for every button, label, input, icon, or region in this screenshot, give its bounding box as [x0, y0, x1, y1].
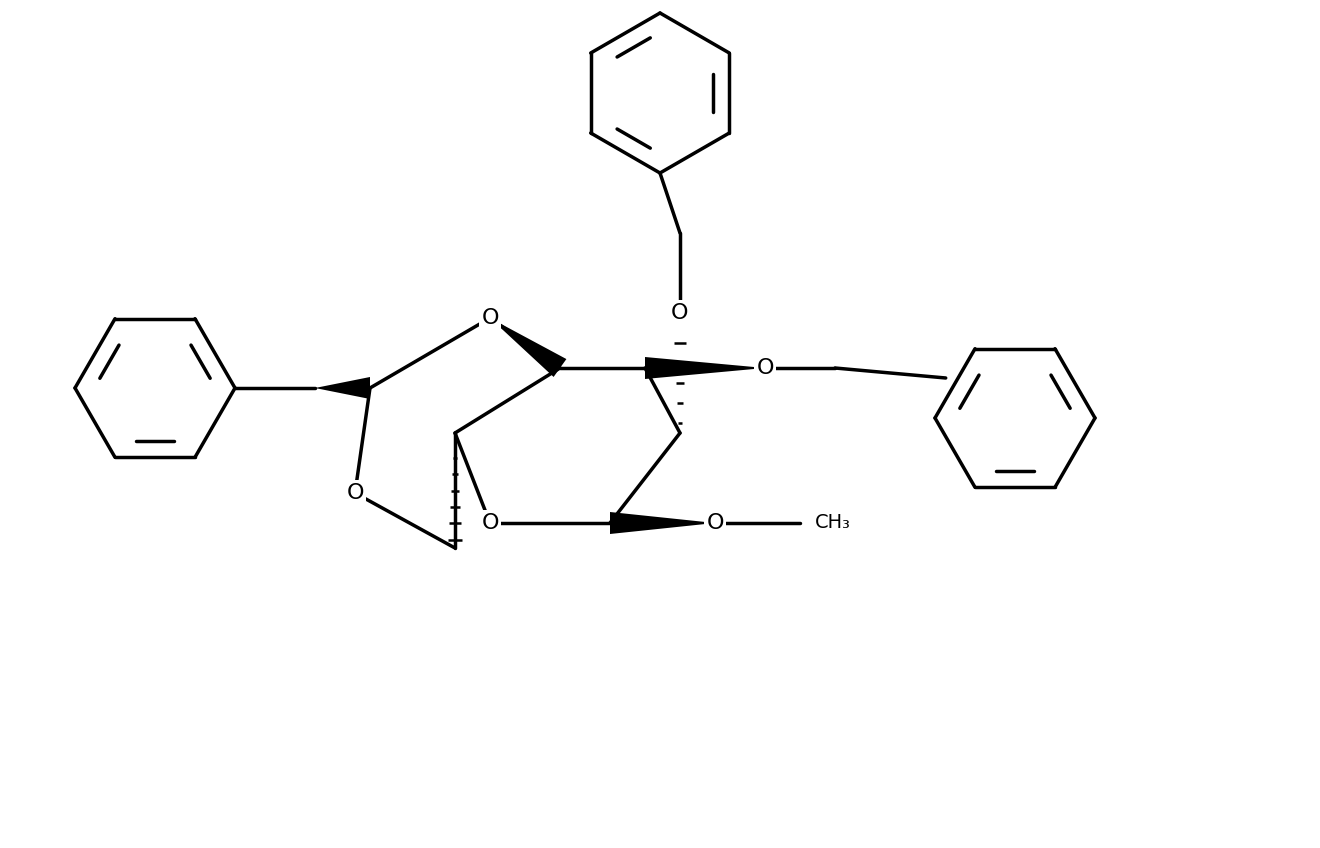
Text: O: O — [482, 513, 499, 533]
Text: O: O — [706, 513, 723, 533]
Polygon shape — [645, 357, 766, 379]
Text: O: O — [482, 308, 499, 328]
Text: O: O — [672, 303, 689, 323]
Polygon shape — [610, 512, 715, 534]
Text: CH₃: CH₃ — [814, 514, 851, 533]
Polygon shape — [490, 318, 566, 377]
Text: O: O — [756, 358, 774, 378]
Polygon shape — [315, 377, 370, 399]
Text: O: O — [346, 483, 364, 503]
